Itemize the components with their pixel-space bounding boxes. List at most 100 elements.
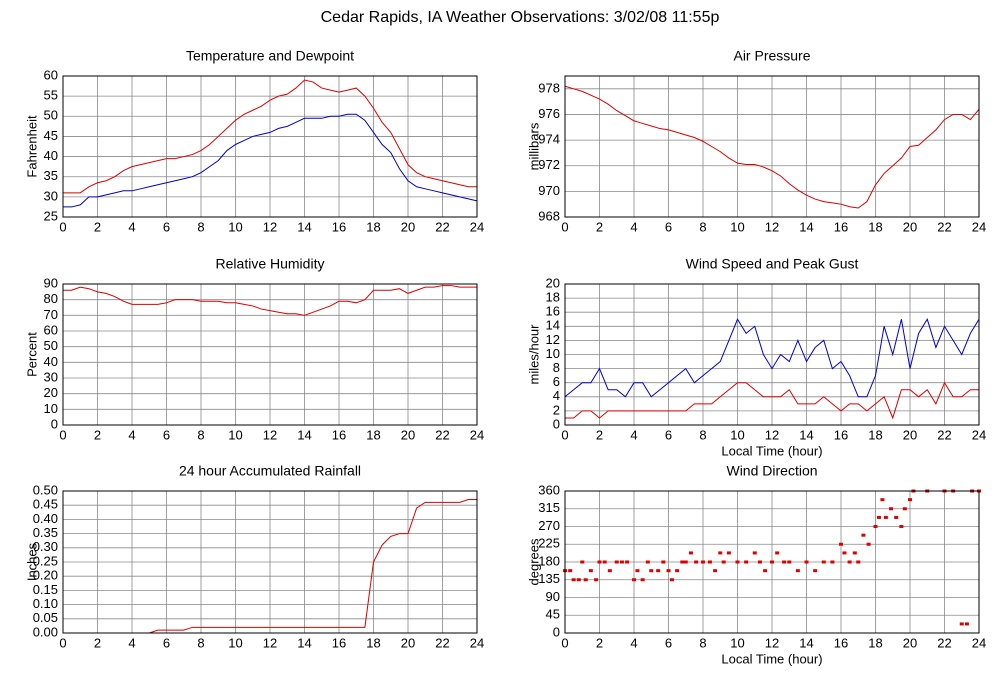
- data-point: [842, 551, 847, 555]
- y-tick-label: 20: [546, 275, 560, 290]
- data-point: [813, 569, 818, 573]
- x-tick-label: 22: [435, 635, 449, 650]
- data-point: [775, 551, 780, 555]
- data-line: [564, 85, 980, 209]
- x-tick-label: 10: [228, 427, 242, 442]
- x-tick-label: 20: [903, 219, 917, 234]
- data-point: [856, 560, 861, 564]
- data-point: [614, 560, 619, 564]
- x-tick-label: 24: [972, 635, 986, 650]
- x-tick-label: 4: [128, 427, 135, 442]
- x-tick-label: 2: [596, 635, 603, 650]
- x-tick-label: 14: [799, 427, 813, 442]
- data-point: [883, 515, 888, 519]
- x-tick-label: 8: [197, 635, 204, 650]
- y-tick-label: 0.40: [33, 511, 58, 526]
- data-point: [583, 578, 588, 582]
- y-tick-label: 60: [44, 67, 58, 82]
- chart-title: 24 hour Accumulated Rainfall: [179, 463, 361, 479]
- data-point: [757, 560, 762, 564]
- chart-panel: Wind Speed and Peak Gust miles/hour Local …: [526, 256, 986, 459]
- chart-title: Wind Direction: [726, 463, 817, 479]
- y-tick-label: 10: [546, 346, 560, 361]
- data-point: [571, 578, 576, 582]
- x-tick-label: 8: [699, 219, 706, 234]
- x-tick-label: 8: [197, 219, 204, 234]
- data-point: [821, 560, 826, 564]
- y-tick-label: 976: [538, 106, 560, 121]
- y-tick-label: 970: [538, 183, 560, 198]
- data-point: [894, 515, 899, 519]
- data-point: [804, 560, 809, 564]
- data-point: [787, 560, 792, 564]
- x-tick-label: 12: [263, 219, 277, 234]
- x-tick-label: 20: [903, 427, 917, 442]
- data-point: [782, 560, 787, 564]
- x-tick-label: 24: [972, 427, 986, 442]
- x-tick-label: 22: [937, 635, 951, 650]
- y-tick-label: 8: [553, 360, 560, 375]
- x-tick-label: 10: [730, 219, 744, 234]
- data-point: [640, 578, 645, 582]
- data-point: [839, 542, 843, 546]
- data-point: [770, 560, 774, 564]
- x-tick-label: 2: [596, 427, 603, 442]
- x-tick-label: 24: [972, 219, 986, 234]
- data-point: [830, 560, 835, 564]
- x-tick-label: 12: [765, 635, 779, 650]
- chart-title: Air Pressure: [733, 48, 810, 64]
- y-tick-label: 45: [546, 607, 560, 622]
- data-point: [752, 551, 757, 555]
- y-tick-label: 0.45: [33, 497, 58, 512]
- x-tick-label: 10: [228, 635, 242, 650]
- x-tick-label: 12: [765, 219, 779, 234]
- x-tick-label: 8: [699, 427, 706, 442]
- data-point: [908, 498, 912, 502]
- x-tick-label: 0: [561, 427, 568, 442]
- x-tick-label: 2: [94, 635, 101, 650]
- x-tick-label: 24: [470, 427, 484, 442]
- x-tick-label: 16: [332, 219, 346, 234]
- data-point: [680, 560, 685, 564]
- y-tick-label: 0: [553, 624, 560, 639]
- x-tick-label: 22: [435, 427, 449, 442]
- x-tick-label: 12: [263, 635, 277, 650]
- y-tick-label: 360: [538, 482, 560, 497]
- plot-frame: [564, 490, 980, 634]
- data-point: [707, 560, 712, 564]
- y-tick-label: 4: [553, 388, 560, 403]
- y-tick-label: 45: [44, 128, 58, 143]
- x-tick-label: 6: [665, 635, 672, 650]
- x-tick-label: 16: [332, 635, 346, 650]
- data-point: [594, 578, 599, 582]
- data-point: [597, 560, 602, 564]
- data-point: [568, 569, 573, 573]
- x-tick-label: 0: [59, 219, 66, 234]
- data-line: [63, 285, 477, 316]
- x-tick-label: 16: [332, 427, 346, 442]
- x-tick-label: 22: [937, 219, 951, 234]
- x-tick-label: 4: [128, 219, 135, 234]
- data-point: [889, 507, 894, 511]
- x-tick-label: 20: [401, 635, 415, 650]
- data-point: [763, 569, 768, 573]
- data-point: [666, 569, 671, 573]
- y-tick-label: 30: [44, 369, 58, 384]
- data-point: [735, 560, 740, 564]
- y-tick-label: 90: [546, 589, 560, 604]
- x-tick-label: 8: [197, 427, 204, 442]
- x-tick-label: 6: [163, 635, 170, 650]
- data-point: [852, 551, 857, 555]
- y-tick-label: 0.10: [33, 596, 58, 611]
- data-line: [564, 318, 980, 398]
- data-point: [795, 569, 800, 573]
- x-tick-label: 8: [699, 635, 706, 650]
- x-tick-label: 10: [228, 219, 242, 234]
- x-tick-label: 12: [263, 427, 277, 442]
- chart-panel: Air Pressure millibars 968 970 972 974 976 978 0…: [526, 48, 986, 235]
- y-tick-label: 16: [546, 304, 560, 319]
- y-tick-label: 0.25: [33, 553, 58, 568]
- x-tick-label: 4: [630, 427, 637, 442]
- y-tick-label: 50: [44, 338, 58, 353]
